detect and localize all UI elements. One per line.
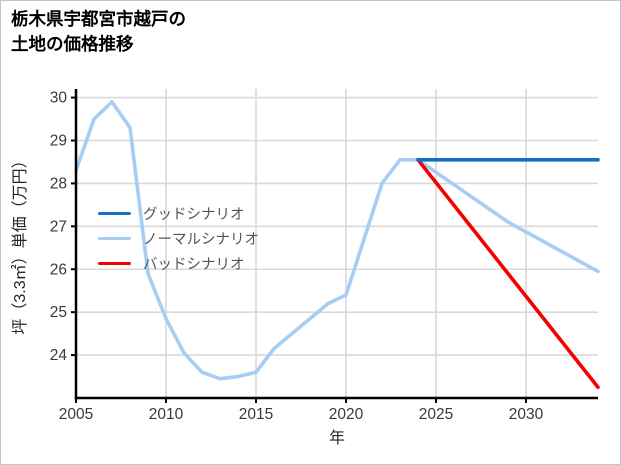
legend-item-bad: バッドシナリオ bbox=[98, 251, 259, 276]
chart-legend: グッドシナリオ ノーマルシナリオ バッドシナリオ bbox=[98, 201, 259, 276]
chart-title-line2: 土地の価格推移 bbox=[11, 33, 134, 54]
x-tick-label: 2015 bbox=[239, 406, 273, 423]
x-tick-label: 2010 bbox=[149, 406, 184, 423]
legend-item-good: グッドシナリオ bbox=[98, 201, 259, 226]
legend-item-normal: ノーマルシナリオ bbox=[98, 226, 259, 251]
chart-title-line1: 栃木県宇都宮市越戸の bbox=[11, 9, 186, 29]
legend-label-normal: ノーマルシナリオ bbox=[143, 232, 259, 248]
legend-swatch-normal-line bbox=[98, 236, 131, 241]
series-normal-line bbox=[74, 100, 600, 381]
y-axis-label: 坪（3.3㎡）単価（万円） bbox=[11, 152, 29, 334]
y-tick-label: 28 bbox=[50, 175, 67, 192]
y-tick-label: 24 bbox=[50, 347, 68, 364]
x-tick-label: 2005 bbox=[59, 406, 93, 423]
x-tick-label: 2025 bbox=[419, 406, 453, 423]
chart-title: 栃木県宇都宮市越戸の 土地の価格推移 bbox=[11, 7, 186, 56]
legend-label-bad: バッドシナリオ bbox=[143, 257, 245, 273]
y-tick-label: 29 bbox=[50, 133, 67, 150]
legend-swatch-bad-line bbox=[98, 261, 131, 266]
y-tick-label: 27 bbox=[50, 218, 67, 235]
y-tick-label: 25 bbox=[50, 304, 67, 321]
x-axis-label: 年 bbox=[329, 429, 345, 447]
legend-swatch-good-line bbox=[98, 211, 131, 216]
series-bad-line bbox=[416, 158, 600, 390]
y-tick-label: 26 bbox=[50, 261, 67, 278]
y-tick-label: 30 bbox=[50, 90, 68, 107]
x-tick-label: 2030 bbox=[509, 406, 544, 423]
x-tick-label: 2020 bbox=[329, 406, 364, 423]
legend-label-good: グッドシナリオ bbox=[143, 207, 245, 223]
